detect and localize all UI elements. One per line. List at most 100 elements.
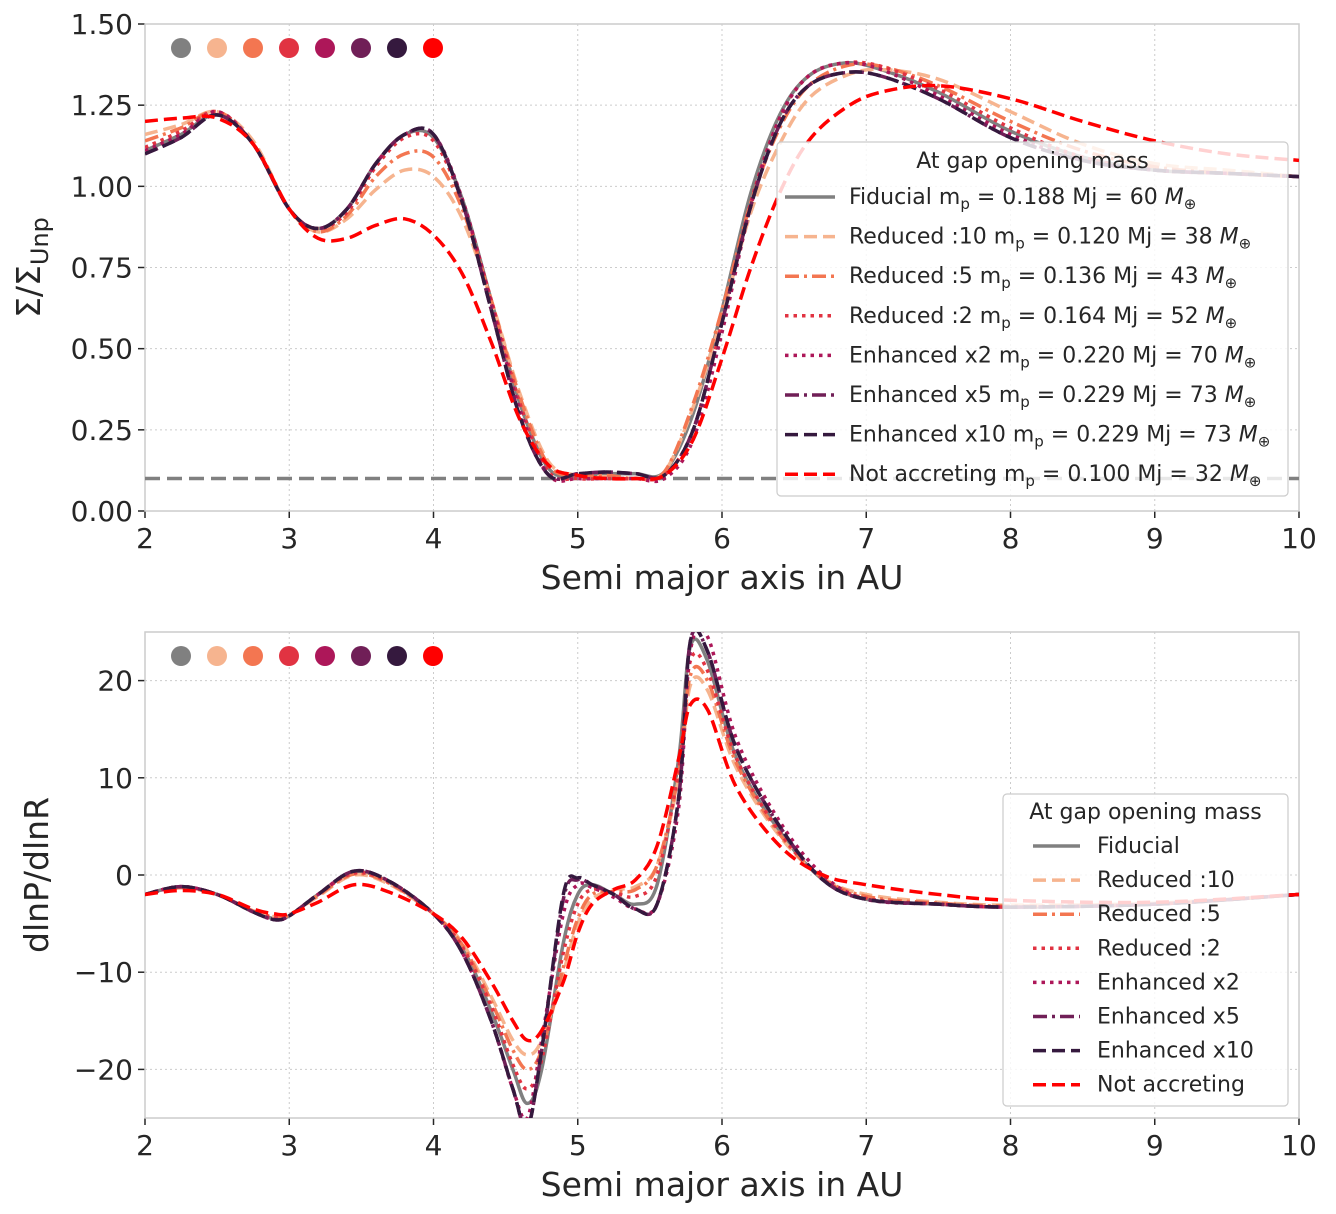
x-tick-label: 7: [857, 1129, 875, 1162]
legend-entry-label: Fiducial: [1097, 834, 1180, 859]
legend-earth-sub: ⊕: [1258, 433, 1271, 451]
y-tick-label: 0.25: [71, 414, 133, 447]
legend-earth-symbol: M: [1220, 225, 1239, 250]
series-line-reduced-10: [145, 67, 1299, 482]
x-tick-label: 8: [1002, 522, 1020, 555]
axes-frame: [144, 23, 1300, 512]
color-dot-marker: [423, 38, 443, 58]
color-dot-marker: [387, 38, 407, 58]
x-tick-label: 6: [713, 1129, 731, 1162]
series-line-not-accreting: [145, 83, 1299, 481]
x-tick-label: 9: [1146, 1129, 1164, 1162]
legend-entry-label: Fiducial mp = 0.188 Mj = 60 M⊕: [849, 185, 1196, 213]
legend-box: [1002, 793, 1289, 1107]
legend-mass-earth: 73: [1204, 423, 1239, 448]
legend-mj-unit: Mj =: [1139, 423, 1204, 448]
legend-series-name: Not accreting: [849, 462, 997, 487]
legend-mass-mj: 0.229: [1062, 383, 1125, 408]
color-dot-marker: [279, 38, 299, 58]
y-tick-label: 20: [97, 665, 133, 698]
legend-mass-earth: 70: [1190, 343, 1225, 368]
legend-mp-symbol: m: [992, 383, 1020, 408]
legend-series-name: Reduced :5: [849, 264, 973, 289]
legend-earth-sub: ⊕: [1184, 195, 1197, 213]
legend-entry-label: Reduced :10: [1097, 868, 1235, 893]
legend-entry-label: Enhanced x10 mp = 0.229 Mj = 73 M⊕: [849, 423, 1270, 451]
x-tick-label: 5: [569, 522, 587, 555]
legend-earth-symbol: M: [1239, 423, 1258, 448]
y-tick-label: 0.50: [71, 333, 133, 366]
legend-entry-label: Reduced :5: [1097, 902, 1221, 927]
legend-mass-earth: 73: [1190, 383, 1225, 408]
x-axis-label: Semi major axis in AU: [541, 558, 904, 597]
x-axis-label: Semi major axis in AU: [541, 1165, 904, 1204]
legend-entry-label: Enhanced x5: [1097, 1005, 1240, 1030]
legend-earth-sub: ⊕: [1225, 274, 1238, 292]
legend-earth-sub: ⊕: [1244, 393, 1257, 411]
legend-earth-symbol: M: [1206, 264, 1225, 289]
legend-series-name: Reduced :2: [1097, 936, 1221, 961]
y-tick-label: 0.75: [71, 252, 133, 285]
legend-mp-symbol: m: [932, 185, 960, 210]
legend-mass-mj: 0.136: [1043, 264, 1106, 289]
color-dot-marker: [243, 646, 263, 666]
legend: At gap opening mass Fiducial mp = 0.188 M…: [776, 141, 1289, 497]
legend-entry-label: Enhanced x10: [1097, 1039, 1254, 1064]
y-tick-label: −10: [74, 956, 133, 989]
x-tick-label: 3: [280, 522, 298, 555]
legend-mp-sub: p: [1020, 393, 1030, 411]
legend-mp-sub: p: [1034, 433, 1044, 451]
series-line-reduced-5: [145, 62, 1299, 482]
legend-equals: =: [1030, 383, 1062, 408]
legend-mass-mj: 0.164: [1043, 304, 1106, 329]
legend-mp-sub: p: [960, 195, 970, 213]
color-dot-marker: [351, 38, 371, 58]
color-dot-marker: [171, 38, 191, 58]
legend-series-name: Enhanced x10: [849, 423, 1006, 448]
legend-earth-symbol: M: [1225, 343, 1244, 368]
legend-earth-sub: ⊕: [1249, 472, 1262, 490]
legend-mp-sub: p: [1015, 235, 1025, 253]
legend-title: At gap opening mass: [916, 149, 1148, 174]
legend-entry-label: Reduced :10 mp = 0.120 Mj = 38 M⊕: [849, 225, 1251, 253]
x-tick-label: 7: [857, 522, 875, 555]
legend-series-name: Reduced :10: [1097, 868, 1235, 893]
legend-mass-earth: 52: [1171, 304, 1206, 329]
y-axis-label: Σ/ΣUnp: [9, 217, 54, 318]
x-tick-label: 2: [136, 522, 154, 555]
legend-series-name: Fiducial: [849, 185, 932, 210]
legend-mp-sub: p: [1001, 274, 1011, 292]
x-tick-label: 4: [425, 522, 443, 555]
legend-series-name: Reduced :2: [849, 304, 973, 329]
legend-mp-sub: p: [1025, 472, 1035, 490]
x-tick-label: 9: [1146, 522, 1164, 555]
legend-entry-label: Enhanced x2: [1097, 970, 1240, 995]
legend-mp-symbol: m: [973, 304, 1001, 329]
legend-series-name: Enhanced x2: [1097, 970, 1240, 995]
color-dot-marker: [171, 646, 191, 666]
color-dot-marker: [315, 646, 335, 666]
legend: At gap opening mass Fiducial Reduced :10 Re…: [1002, 793, 1289, 1107]
x-tick-label: 5: [569, 1129, 587, 1162]
color-dot-marker: [387, 646, 407, 666]
legend-mass-earth: 60: [1130, 185, 1165, 210]
legend-series-name: Reduced :5: [1097, 902, 1221, 927]
legend-mass-mj: 0.229: [1076, 423, 1139, 448]
legend-mp-symbol: m: [1006, 423, 1034, 448]
legend-mp-sub: p: [1001, 314, 1011, 332]
legend-earth-symbol: M: [1165, 185, 1184, 210]
legend-mj-unit: Mj =: [1106, 264, 1171, 289]
color-dot-marker: [423, 646, 443, 666]
legend-series-name: Reduced :10: [849, 225, 987, 250]
y-tick-label: 0.00: [71, 495, 133, 528]
legend-earth-symbol: M: [1225, 383, 1244, 408]
legend-mj-unit: Mj =: [1125, 343, 1190, 368]
legend-mass-mj: 0.220: [1062, 343, 1125, 368]
color-dot-marker: [315, 38, 335, 58]
legend-mass-earth: 32: [1195, 462, 1230, 487]
legend-mp-symbol: m: [973, 264, 1001, 289]
y-tick-label: 0: [115, 859, 133, 892]
legend-mp-sub: p: [1020, 353, 1030, 371]
y-axis-label-sub: Unp: [26, 217, 54, 265]
legend-equals: =: [1011, 264, 1043, 289]
